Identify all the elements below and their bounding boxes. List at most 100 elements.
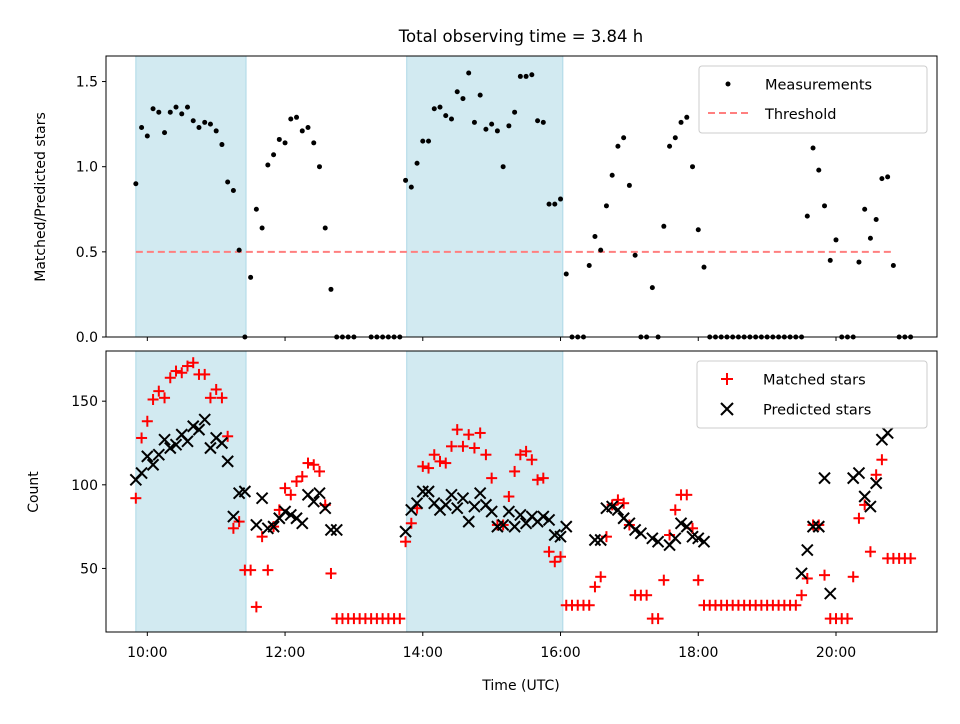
measurement-point: [288, 116, 294, 122]
predicted-star-point: [227, 510, 240, 523]
predicted-star-point: [192, 423, 206, 436]
measurement-point: [236, 247, 242, 253]
matched-star-point: [147, 394, 159, 406]
measurement-point: [259, 225, 265, 231]
measurement-point: [494, 128, 500, 134]
matched-star-point: [870, 469, 882, 481]
matched-star-point: [652, 613, 664, 625]
predicted-star-point: [669, 532, 682, 545]
predicted-star-point: [634, 527, 648, 540]
predicted-star-point: [468, 500, 481, 513]
matched-star-point: [445, 440, 457, 452]
predicted-star-point: [307, 495, 320, 508]
measurement-point: [271, 152, 277, 158]
x-tick-label: 16:00: [540, 645, 580, 661]
matched-star-point: [285, 489, 297, 501]
measurement-point: [810, 145, 816, 151]
top-axis-ticks: 0.0 0.5 1.0 1.5: [76, 75, 837, 346]
matched-star-point: [204, 392, 216, 404]
matched-star-point: [595, 571, 607, 583]
legend-measurements-marker: [725, 81, 731, 87]
matched-star-point: [291, 475, 303, 487]
predicted-star-point: [560, 520, 573, 533]
matched-star-point: [532, 474, 544, 486]
predicted-star-point: [554, 530, 567, 543]
shaded-interval: [406, 55, 564, 338]
measurement-point: [167, 109, 173, 115]
matched-star-point: [520, 445, 532, 457]
measurement-point: [253, 206, 259, 212]
matched-star-point: [618, 497, 630, 509]
measurement-point: [426, 138, 432, 144]
measurement-point: [603, 203, 609, 209]
measurement-point: [506, 123, 512, 129]
measurement-point: [460, 96, 466, 102]
legend-matched-marker: [721, 373, 733, 385]
x-tick-label: 12:00: [265, 645, 305, 661]
measurement-point: [311, 140, 317, 146]
predicted-star-point: [146, 458, 160, 471]
matched-star-point: [302, 457, 314, 469]
predicted-star-point: [514, 508, 527, 522]
top-legend-box: [698, 65, 928, 134]
predicted-star-point: [187, 420, 200, 433]
measurement-point: [454, 89, 460, 95]
predicted-star-point: [502, 505, 516, 518]
x-tick-label: 10:00: [127, 645, 167, 661]
measurement-point: [684, 114, 690, 120]
y-tick-label: 1.0: [76, 160, 98, 176]
measurement-point: [667, 143, 673, 149]
measurement-point: [248, 274, 254, 280]
matched-star-point: [222, 430, 234, 442]
measurement-point: [219, 142, 225, 148]
shaded-interval: [406, 350, 564, 633]
predicted-star-point: [651, 535, 665, 548]
predicted-star-point: [611, 503, 625, 517]
predicted-star-point: [508, 520, 521, 533]
predicted-star-point: [806, 520, 820, 533]
y-tick-label: 100: [71, 478, 98, 494]
x-tick-label: 18:00: [678, 645, 718, 661]
predicted-star-point: [852, 466, 866, 480]
legend-predicted-marker: [720, 402, 734, 416]
matched-star-point: [250, 601, 262, 613]
measurement-point: [139, 125, 145, 131]
predicted-star-point: [680, 520, 693, 533]
y-tick-label: 0.0: [76, 330, 98, 346]
matched-star-point: [468, 442, 480, 454]
measurement-point: [483, 126, 489, 132]
measurement-point: [477, 92, 483, 98]
matched-star-point: [549, 556, 561, 568]
predicted-star-point: [439, 498, 452, 512]
matched-star-point: [658, 574, 670, 586]
y-tick-label: 0.5: [76, 245, 98, 261]
matched-star-point: [457, 440, 469, 452]
predicted-star-point: [451, 502, 464, 515]
predicted-star-point: [204, 441, 217, 455]
measurement-point: [885, 174, 891, 180]
matched-star-point: [159, 392, 171, 404]
matched-star-point: [440, 457, 452, 469]
matched-star-point: [417, 460, 429, 472]
measurement-point: [867, 235, 873, 241]
measurement-point: [701, 264, 707, 270]
predicted-star-point: [152, 448, 166, 461]
matched-star-point: [474, 427, 486, 439]
legend-measurements-label: Measurements: [765, 78, 872, 94]
predicted-star-point: [605, 500, 619, 513]
measurement-point: [265, 162, 271, 168]
matched-star-point: [164, 372, 176, 384]
matched-star-point: [170, 365, 182, 377]
matched-star-point: [681, 489, 693, 501]
measurement-point: [466, 70, 472, 76]
bottom-shaded-intervals: [135, 350, 564, 633]
measurement-point: [431, 106, 437, 112]
matched-star-point: [394, 613, 406, 625]
predicted-star-point: [818, 471, 831, 485]
matched-star-point: [847, 571, 859, 583]
matched-star-point: [583, 599, 595, 611]
x-axis-label: Time (UTC): [481, 678, 559, 694]
top-panel: 0.0 0.5 1.0 1.5 Matched/Predicted stars Mea…: [33, 55, 938, 346]
top-y-axis-label: Matched/Predicted stars: [33, 112, 49, 282]
predicted-star-point: [330, 523, 343, 537]
